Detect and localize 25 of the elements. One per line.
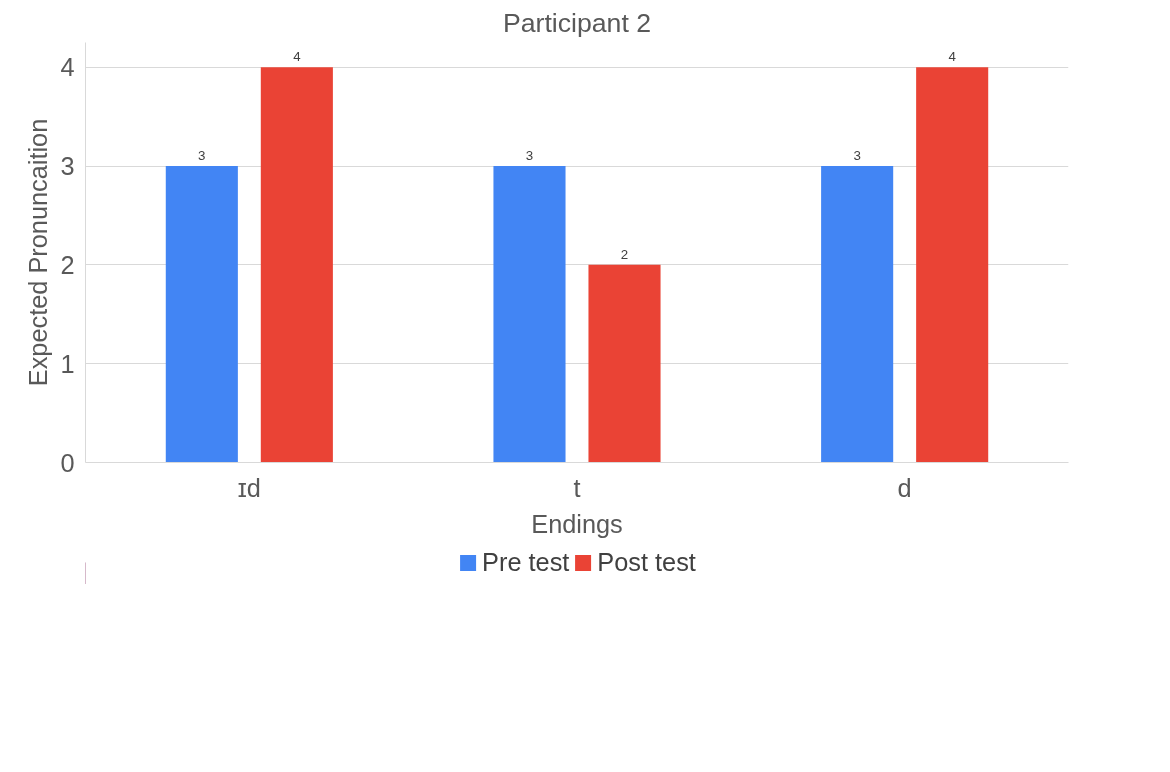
bar <box>165 166 238 463</box>
data-label: 3 <box>853 148 861 164</box>
data-label: 4 <box>948 49 957 65</box>
x-tick-label: d <box>897 473 912 502</box>
x-tick-label: ɪd <box>237 473 261 502</box>
y-tick-label: 2 <box>60 250 75 279</box>
bar <box>260 67 333 463</box>
x-axis-title: Endings <box>531 509 623 538</box>
y-tick-label: 0 <box>60 448 75 477</box>
data-label: 3 <box>198 148 206 164</box>
chart-title: Participant 2 <box>502 7 652 38</box>
y-tick-label: 3 <box>60 152 75 181</box>
y-tick-label: 1 <box>60 349 75 378</box>
data-label: 4 <box>293 49 302 65</box>
bar <box>916 67 989 463</box>
bar <box>821 166 894 463</box>
legend-label: Pre test <box>482 547 570 577</box>
y-axis-title: Expected Pronuncaition <box>24 118 53 387</box>
legend-label: Post test <box>597 547 696 577</box>
x-tick-label: t <box>573 473 581 502</box>
data-label: 2 <box>620 246 629 262</box>
bar <box>588 264 661 463</box>
data-label: 3 <box>525 148 534 164</box>
bar <box>493 166 566 463</box>
y-tick-label: 4 <box>60 53 75 82</box>
